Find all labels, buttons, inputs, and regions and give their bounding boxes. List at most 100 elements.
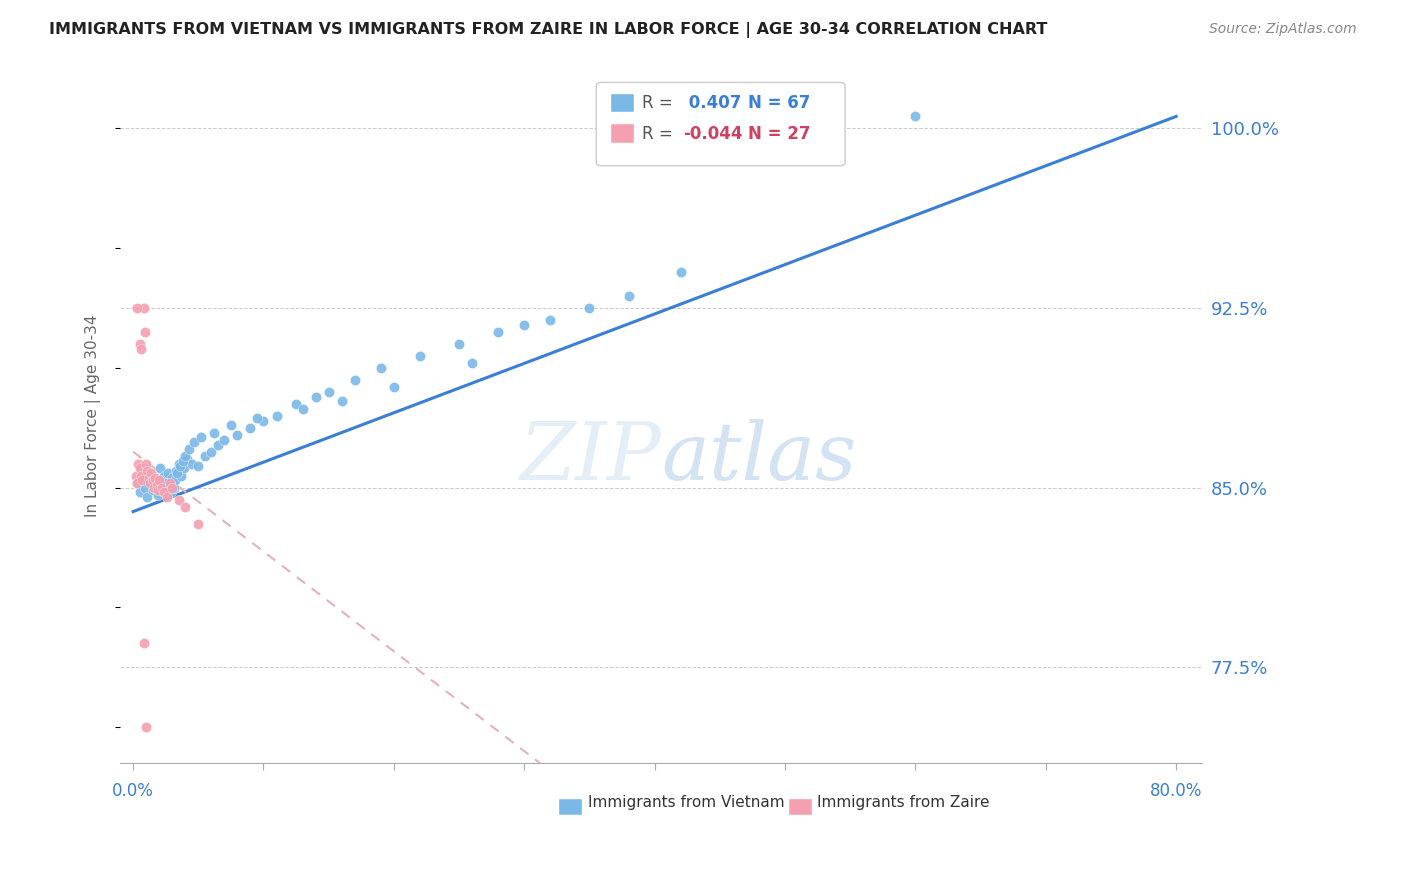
Point	[180, 457, 202, 471]
Point	[135, 720, 157, 734]
Point	[139, 474, 162, 488]
Point	[169, 459, 191, 474]
Point	[145, 481, 167, 495]
Point	[174, 450, 197, 464]
FancyBboxPatch shape	[610, 123, 634, 143]
Point	[246, 411, 269, 425]
Point	[194, 450, 217, 464]
Point	[136, 490, 159, 504]
Point	[142, 474, 165, 488]
Point	[134, 481, 156, 495]
Point	[214, 433, 236, 447]
Point	[187, 459, 209, 474]
Point	[219, 418, 242, 433]
Point	[159, 478, 181, 492]
Point	[172, 454, 194, 468]
Point	[142, 478, 165, 492]
Point	[155, 485, 177, 500]
Point	[128, 337, 150, 351]
Point	[190, 430, 212, 444]
Point	[160, 481, 183, 495]
Point	[148, 474, 170, 488]
Text: 0.407: 0.407	[683, 95, 741, 112]
Point	[167, 492, 190, 507]
Point	[447, 337, 470, 351]
Point	[159, 475, 181, 490]
Point	[617, 289, 640, 303]
Point	[252, 413, 274, 427]
Point	[145, 478, 167, 492]
Point	[285, 397, 308, 411]
Point	[538, 313, 561, 327]
Text: N = 27: N = 27	[748, 125, 810, 143]
Point	[163, 474, 186, 488]
Point	[330, 394, 353, 409]
Point	[125, 301, 148, 315]
Point	[160, 485, 183, 500]
Text: -0.044: -0.044	[683, 125, 742, 143]
Point	[157, 467, 180, 481]
Point	[291, 401, 314, 416]
Point	[138, 471, 160, 485]
Point	[156, 490, 179, 504]
Point	[187, 516, 209, 531]
Point	[153, 485, 176, 500]
Point	[207, 437, 229, 451]
Text: IMMIGRANTS FROM VIETNAM VS IMMIGRANTS FROM ZAIRE IN LABOR FORCE | AGE 30-34 CORR: IMMIGRANTS FROM VIETNAM VS IMMIGRANTS FR…	[49, 22, 1047, 38]
Point	[139, 475, 162, 490]
Point	[370, 360, 392, 375]
Text: atlas: atlas	[661, 418, 856, 496]
Point	[409, 349, 432, 363]
Point	[153, 468, 176, 483]
Point	[160, 471, 183, 485]
Text: Source: ZipAtlas.com: Source: ZipAtlas.com	[1209, 22, 1357, 37]
Point	[156, 475, 179, 490]
Text: 0.0%: 0.0%	[112, 782, 155, 800]
Point	[183, 435, 205, 450]
Point	[343, 373, 366, 387]
Text: ZIP: ZIP	[519, 418, 661, 496]
Point	[150, 475, 173, 490]
Point	[131, 474, 153, 488]
Point	[132, 636, 155, 650]
Point	[202, 425, 225, 440]
Point	[128, 485, 150, 500]
Y-axis label: In Labor Force | Age 30-34: In Labor Force | Age 30-34	[86, 315, 101, 517]
Point	[131, 468, 153, 483]
Point	[142, 481, 165, 495]
Point	[125, 475, 148, 490]
Point	[165, 464, 187, 478]
Point	[134, 325, 156, 339]
Point	[304, 390, 326, 404]
Point	[125, 475, 148, 490]
Point	[146, 488, 169, 502]
Text: 80.0%: 80.0%	[1150, 782, 1202, 800]
Point	[513, 318, 536, 332]
Text: N = 67: N = 67	[748, 95, 810, 112]
Point	[461, 356, 484, 370]
Point	[226, 428, 249, 442]
Text: Immigrants from Vietnam: Immigrants from Vietnam	[588, 795, 785, 810]
Point	[129, 468, 152, 483]
Point	[148, 474, 170, 488]
Point	[127, 457, 149, 471]
Point	[146, 483, 169, 497]
Point	[136, 464, 159, 478]
Point	[150, 481, 173, 495]
Point	[318, 384, 340, 399]
Point	[143, 471, 166, 485]
FancyBboxPatch shape	[787, 797, 811, 815]
Point	[166, 467, 188, 481]
FancyBboxPatch shape	[610, 93, 634, 112]
Point	[167, 457, 190, 471]
Point	[132, 301, 155, 315]
Point	[904, 110, 927, 124]
Point	[176, 451, 198, 466]
Point	[179, 442, 201, 457]
Point	[669, 265, 692, 279]
Point	[200, 444, 222, 458]
Point	[266, 409, 288, 423]
Point	[174, 500, 197, 514]
Point	[141, 467, 163, 481]
Point	[128, 461, 150, 475]
